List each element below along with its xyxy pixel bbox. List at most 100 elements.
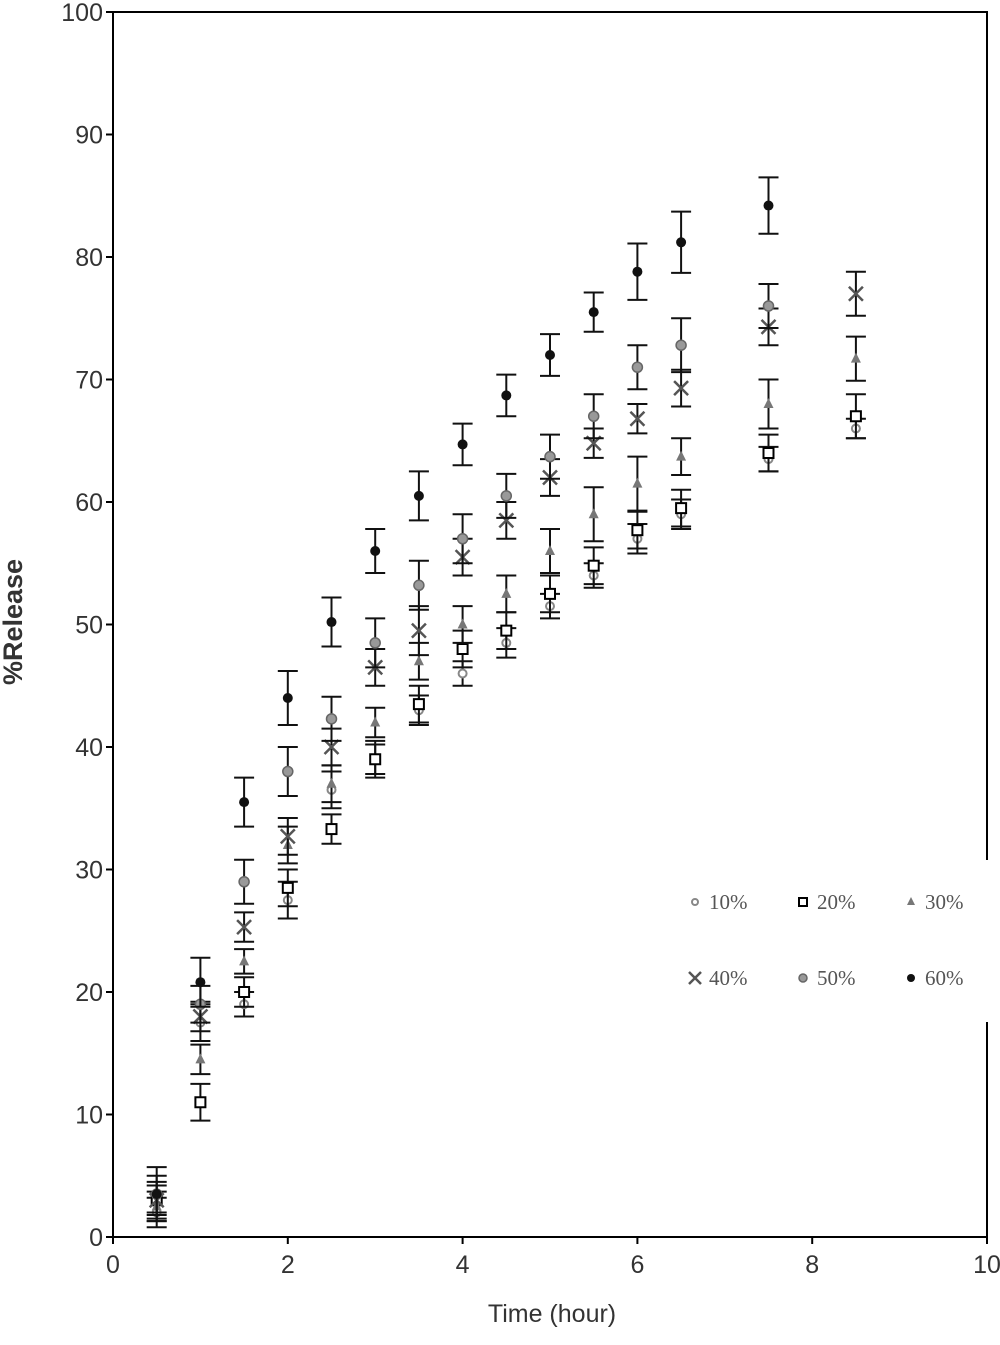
marker bbox=[500, 624, 513, 637]
marker bbox=[195, 977, 206, 988]
y-tick-label: 40 bbox=[75, 734, 103, 762]
y-tick-label: 90 bbox=[75, 122, 103, 150]
marker bbox=[282, 693, 293, 703]
marker bbox=[279, 828, 296, 845]
legend-label: 50% bbox=[817, 966, 856, 990]
marker bbox=[688, 971, 702, 985]
y-tick-label: 100 bbox=[61, 0, 103, 27]
marker bbox=[411, 622, 427, 639]
marker bbox=[588, 508, 599, 519]
marker bbox=[456, 533, 469, 545]
marker bbox=[325, 713, 338, 725]
x-tick-label: 10 bbox=[973, 1251, 1000, 1279]
y-tick-label: 10 bbox=[75, 1102, 103, 1130]
marker bbox=[632, 266, 643, 277]
marker bbox=[238, 876, 250, 888]
y-tick-label: 60 bbox=[75, 489, 103, 517]
marker bbox=[762, 447, 775, 459]
marker bbox=[498, 512, 515, 529]
legend-label: 40% bbox=[709, 966, 748, 990]
y-tick-label: 50 bbox=[75, 612, 103, 640]
marker bbox=[673, 380, 689, 396]
marker bbox=[369, 753, 382, 766]
marker bbox=[236, 919, 252, 935]
marker bbox=[239, 955, 250, 966]
marker bbox=[544, 450, 556, 463]
marker bbox=[849, 410, 862, 423]
legend-label: 30% bbox=[925, 890, 964, 914]
x-tick-label: 8 bbox=[805, 1251, 819, 1279]
x-tick-label: 4 bbox=[456, 1251, 470, 1279]
marker bbox=[326, 617, 337, 628]
y-tick-label: 0 bbox=[89, 1224, 103, 1252]
marker bbox=[907, 974, 915, 982]
marker bbox=[325, 823, 338, 836]
marker bbox=[238, 986, 251, 998]
marker bbox=[545, 545, 555, 555]
marker bbox=[587, 410, 600, 422]
y-tick-label: 70 bbox=[75, 367, 103, 395]
x-tick-label: 6 bbox=[630, 1251, 644, 1279]
marker bbox=[413, 579, 425, 592]
marker bbox=[413, 490, 424, 501]
marker bbox=[501, 390, 512, 401]
marker bbox=[239, 797, 250, 808]
marker bbox=[151, 1189, 162, 1200]
x-axis-label: Time (hour) bbox=[488, 1300, 616, 1328]
marker bbox=[545, 350, 555, 360]
marker bbox=[675, 502, 688, 515]
marker bbox=[587, 559, 600, 572]
legend-label: 20% bbox=[817, 890, 856, 914]
marker bbox=[629, 410, 646, 427]
legend-box bbox=[672, 860, 1000, 1022]
marker bbox=[194, 1096, 207, 1109]
marker bbox=[763, 398, 774, 408]
legend-label: 60% bbox=[925, 966, 964, 990]
marker bbox=[282, 765, 294, 778]
marker bbox=[370, 546, 381, 556]
marker bbox=[588, 307, 599, 318]
marker bbox=[676, 450, 687, 461]
marker bbox=[848, 285, 864, 302]
series bbox=[146, 417, 866, 1229]
marker bbox=[798, 973, 808, 983]
marker bbox=[500, 490, 513, 502]
marker bbox=[413, 655, 424, 666]
x-tick-label: 2 bbox=[281, 1251, 295, 1279]
marker bbox=[631, 524, 644, 537]
marker bbox=[501, 587, 512, 598]
marker bbox=[798, 897, 808, 907]
marker bbox=[632, 477, 643, 488]
legend: 10% 20% 30% 40% 50% 60% bbox=[688, 890, 964, 990]
marker bbox=[370, 716, 381, 727]
marker bbox=[907, 897, 915, 905]
marker bbox=[691, 898, 699, 906]
marker bbox=[369, 637, 381, 649]
marker bbox=[457, 618, 468, 629]
series bbox=[146, 282, 779, 1214]
marker bbox=[326, 777, 337, 788]
marker bbox=[456, 643, 469, 655]
marker bbox=[762, 300, 775, 312]
marker bbox=[457, 668, 468, 679]
y-tick-label: 20 bbox=[75, 979, 103, 1007]
marker bbox=[763, 200, 774, 211]
marker bbox=[850, 352, 861, 363]
marker bbox=[412, 698, 425, 711]
marker bbox=[195, 1053, 206, 1064]
marker bbox=[631, 361, 644, 373]
y-axis-label: %Release bbox=[0, 559, 28, 685]
marker bbox=[323, 739, 340, 755]
marker bbox=[675, 339, 687, 351]
series bbox=[146, 393, 866, 1220]
marker bbox=[544, 587, 556, 600]
marker bbox=[676, 237, 687, 248]
y-tick-label: 30 bbox=[75, 857, 103, 885]
legend-label: 10% bbox=[709, 890, 748, 914]
series bbox=[146, 176, 779, 1223]
marker bbox=[457, 439, 468, 450]
plot-frame bbox=[112, 11, 988, 1238]
series bbox=[146, 335, 866, 1223]
